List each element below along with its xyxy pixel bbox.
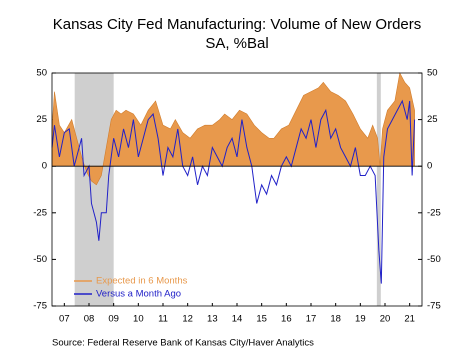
y-tick-label: -50	[33, 254, 47, 265]
plot-frame	[51, 72, 423, 307]
legend-label: Expected in 6 Months	[96, 276, 188, 287]
y-tick-label: 50	[36, 68, 47, 79]
x-tick-label: 12	[182, 314, 193, 325]
x-tick-label: 09	[108, 314, 119, 325]
y2-tick-label: -75	[427, 301, 441, 312]
x-tick-label: 16	[281, 314, 292, 325]
x-tick-label: 14	[232, 314, 243, 325]
x-tick-label: 10	[133, 314, 144, 325]
x-tick-label: 20	[380, 314, 391, 325]
y2-tick-label: -25	[427, 207, 441, 218]
y-tick-label: 0	[42, 161, 47, 172]
x-tick-label: 11	[158, 314, 168, 325]
legend-label: Versus a Month Ago	[96, 289, 181, 300]
line	[51, 99, 416, 284]
y-tick-label: -75	[33, 301, 47, 312]
chart-subtitle: SA, %Bal	[205, 35, 268, 52]
x-tick-label: 21	[404, 314, 415, 325]
source: Source: Federal Reserve Bank of Kansas C…	[52, 338, 314, 349]
y-tick-label: 25	[36, 114, 47, 125]
x-tick-label: 07	[59, 314, 70, 325]
x-tick-label: 08	[84, 314, 95, 325]
recession-shade	[74, 73, 114, 306]
y-tick-label: -25	[33, 207, 47, 218]
x-tick-label: 17	[306, 314, 317, 325]
y2-tick-label: 0	[427, 161, 432, 172]
x-tick-label: 13	[207, 314, 218, 325]
y2-tick-label: 25	[427, 114, 438, 125]
x-tick-label: 18	[330, 314, 341, 325]
area	[51, 72, 415, 186]
x-tick-label: 15	[256, 314, 267, 325]
chart-title: Kansas City Fed Manufacturing: Volume of…	[53, 16, 422, 33]
x-tick-label: 19	[355, 314, 366, 325]
y2-tick-label: -50	[427, 254, 441, 265]
y2-tick-label: 50	[427, 68, 438, 79]
recession-shade	[376, 73, 381, 306]
